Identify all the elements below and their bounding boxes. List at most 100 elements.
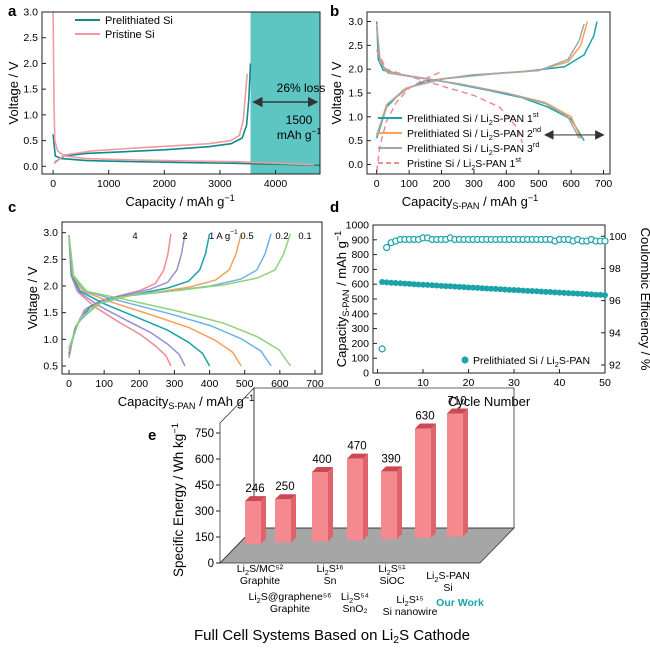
panel-d-y-tick-label: 100 <box>351 353 369 365</box>
loss-value-label: 1500 <box>286 113 313 127</box>
panel-letter-c: c <box>8 199 16 216</box>
bar <box>275 499 291 543</box>
panel-c-x-tick-label: 100 <box>95 378 113 390</box>
panel-c-y-tick-label: 0.5 <box>43 361 58 373</box>
bar <box>347 458 363 541</box>
bar-top <box>447 408 468 414</box>
efficiency-point <box>378 345 386 353</box>
legend-label: Prelithiated Si / Li2S-PAN 3rd <box>407 140 539 157</box>
panel-d-plot-frame <box>372 224 606 374</box>
capacity-point <box>379 278 386 285</box>
bar-value-label: 630 <box>415 411 434 423</box>
capacity-point <box>433 282 440 289</box>
panel-a-y-tick-label: 0.5 <box>23 135 38 147</box>
panel-d-y-tick-label: 400 <box>351 308 369 320</box>
category-sublabel: Graphite <box>240 575 280 587</box>
panel-c-x-tick-label: 0 <box>66 378 72 390</box>
panel-e-y-tick-label: 750 <box>195 428 214 440</box>
panel-b-x-tick-label: 0 <box>374 178 380 190</box>
rate-label: 0.1 <box>298 231 311 242</box>
capacity-point <box>383 279 390 286</box>
capacity-point <box>488 285 495 292</box>
panel-d-y2-tick-label: 94 <box>609 327 621 339</box>
panel-a-y-tick-label: 1.5 <box>23 84 38 96</box>
capacity-point <box>438 282 445 289</box>
bar <box>381 471 397 539</box>
bar-value-label: 400 <box>312 454 331 466</box>
legend-label: Prelithiated Si / Li2S-PAN <box>473 355 590 369</box>
capacity-point <box>479 285 486 292</box>
capacity-point <box>410 281 417 288</box>
panel-a-plot-frame <box>41 11 321 175</box>
capacity-point <box>524 287 531 294</box>
bar <box>312 472 328 542</box>
capacity-point <box>451 283 458 290</box>
efficiency-point <box>601 237 609 245</box>
panel-e-y-tick-label: 0 <box>208 558 214 570</box>
capacity-point <box>501 286 508 293</box>
panel-a-x-tick-label: 2000 <box>153 178 177 190</box>
panel-d-y2-axis-label: Coulombic Efficiency / % <box>638 228 650 371</box>
panel-a-y-tick-label: 2.0 <box>23 58 38 70</box>
panel-c-x-tick-label: 600 <box>271 378 289 390</box>
panel-b-chart: 0 100 200 300 400 500 600 700 0.0 0.5 1.0 1.5 2.0 2.5… <box>329 11 612 211</box>
series-line <box>52 134 321 167</box>
panel-e-chart: 0 150 300 450 600 750 Specific Energy / Wh kg−… <box>170 387 515 646</box>
panel-d-y-tick-label: 500 <box>351 294 369 306</box>
discharge-curve <box>68 235 292 367</box>
panel-a-y-tick-label: 0.0 <box>23 161 38 173</box>
bar-top <box>312 467 333 473</box>
capacity-point <box>497 286 504 293</box>
bar-top <box>347 453 368 459</box>
loss-label: 26% loss <box>277 81 326 95</box>
bar <box>447 413 463 537</box>
panel-b-y-tick-label: 2.0 <box>348 64 363 76</box>
rate-label: 2 <box>182 231 187 242</box>
panel-c-x-tick-label: 700 <box>306 378 324 390</box>
capacity-point <box>424 281 431 288</box>
legend-label: Prelithiated Si / Li2S-PAN 1st <box>407 110 539 127</box>
capacity-point <box>574 290 581 297</box>
panel-b-y-tick-label: 1.5 <box>348 88 363 100</box>
bar-top <box>415 423 436 429</box>
panel-a-y-axis-label: Voltage / V <box>6 61 21 124</box>
panel-letter-e: e <box>148 427 156 444</box>
panel-d-y-tick-label: 900 <box>351 234 369 246</box>
series-line <box>53 73 248 165</box>
our-work-label: Our Work <box>436 597 484 609</box>
rate-label: 0.2 <box>275 231 288 242</box>
panel-b-x-tick-label: 500 <box>530 178 548 190</box>
bar-side <box>397 466 402 539</box>
capacity-point <box>570 290 577 297</box>
capacity-point <box>511 286 518 293</box>
bar-value-label: 390 <box>381 453 400 465</box>
panel-d-y-tick-label: 0 <box>363 368 369 380</box>
legend-label: Pristine Si <box>105 29 155 41</box>
bar-side <box>328 467 333 542</box>
bar-side <box>261 496 266 544</box>
capacity-point <box>520 287 527 294</box>
bar <box>245 501 261 544</box>
bar-value-label: 470 <box>347 441 366 453</box>
discharge-curve <box>68 235 211 367</box>
category-label: Li2S⁵¹ <box>378 563 406 577</box>
panel-b-y-tick-label: 0.0 <box>348 159 363 171</box>
panel-e-y-tick-label: 300 <box>195 506 214 518</box>
panel-e-y-tick-label: 150 <box>195 532 214 544</box>
panel-c-y-tick-label: 3.0 <box>43 227 58 239</box>
panel-d-x-tick-label: 10 <box>417 377 429 389</box>
category-label: Li2S@graphene⁵⁶ <box>248 591 331 605</box>
panel-b-x-tick-label: 600 <box>562 178 580 190</box>
series-line <box>54 63 252 163</box>
panel-d-y-tick-label: 1000 <box>346 220 370 232</box>
capacity-point <box>429 282 436 289</box>
category-sublabel: Graphite <box>270 603 310 615</box>
panel-c-y-axis-label: Voltage / V <box>25 266 40 329</box>
panel-d-y-tick-label: 300 <box>351 323 369 335</box>
panel-c-x-tick-label: 200 <box>131 378 149 390</box>
panel-a-y-tick-label: 2.5 <box>23 32 38 44</box>
panel-letter-d: d <box>330 199 339 216</box>
panel-e-y-tick-label: 450 <box>195 480 214 492</box>
capacity-point <box>556 289 563 296</box>
